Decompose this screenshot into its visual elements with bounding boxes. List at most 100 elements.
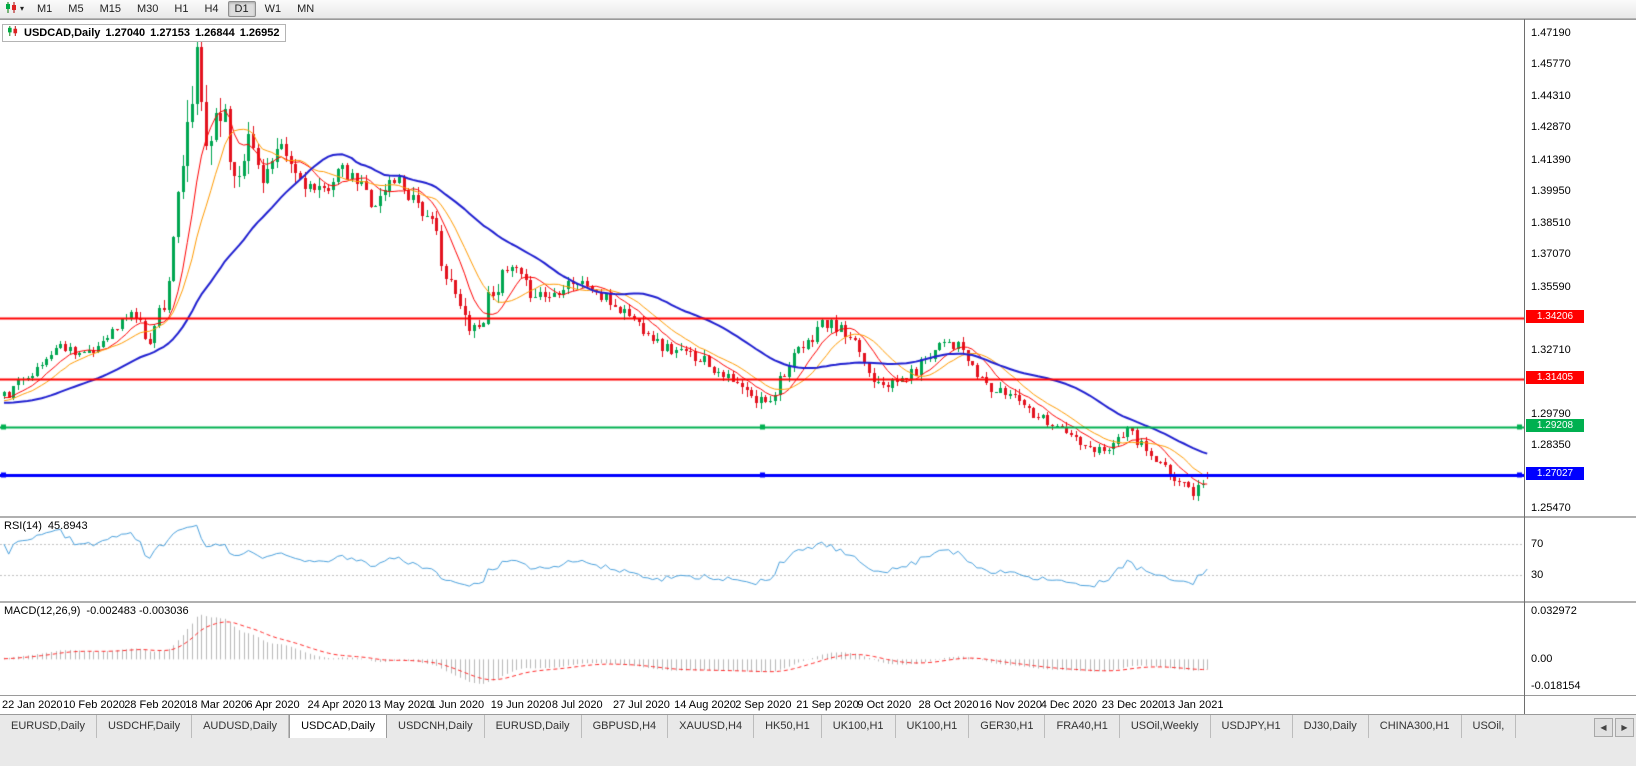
chart-tab-hk50-h1[interactable]: HK50,H1 [754, 715, 822, 738]
date-axis-label: 10 Feb 2020 [63, 699, 125, 711]
macd-chart-canvas[interactable] [0, 603, 1524, 695]
chart-window-icon [7, 26, 19, 39]
price-line-label: 1.27027 [1526, 466, 1584, 480]
timeframe-button-d1[interactable]: D1 [227, 1, 256, 17]
price-axis-tick: 1.35590 [1531, 280, 1571, 293]
price-line-label: 1.29208 [1526, 419, 1584, 433]
chart-tab-eurusd-daily[interactable]: EURUSD,Daily [484, 715, 582, 738]
date-axis-label: 8 Jul 2020 [551, 699, 603, 711]
main-chart-panel: USDCAD,Daily 1.27040 1.27153 1.26844 1.2… [0, 19, 1636, 517]
price-axis-tick: 1.47190 [1531, 27, 1571, 39]
ohlc-high: 1.27153 [150, 26, 190, 39]
chart-tab-ger30-h1[interactable]: GER30,H1 [969, 715, 1046, 738]
panel-splitter [0, 695, 1636, 696]
panel-splitter[interactable] [0, 601, 1636, 603]
price-axis-tick: 1.44310 [1531, 89, 1571, 102]
rsi-chart-canvas[interactable] [0, 518, 1524, 601]
macd-axis-label: 0.032972 [1531, 605, 1577, 617]
chart-title-box: USDCAD,Daily 1.27040 1.27153 1.26844 1.2… [2, 24, 287, 42]
date-axis-label: 13 May 2020 [368, 699, 433, 711]
macd-name: MACD(12,26,9) [4, 605, 81, 617]
timeframe-button-m5[interactable]: M5 [68, 3, 84, 15]
rsi-level-label: 30 [1531, 569, 1544, 582]
chart-tab-usdcad-daily[interactable]: USDCAD,Daily [289, 715, 388, 738]
timeframe-button-mn[interactable]: MN [297, 3, 315, 15]
chart-tab-fra40-h1[interactable]: FRA40,H1 [1045, 715, 1120, 738]
chart-tab-china300-h1[interactable]: CHINA300,H1 [1368, 715, 1462, 738]
chart-title: USDCAD,Daily [24, 26, 101, 39]
candlestick-chart-canvas[interactable] [0, 20, 1524, 517]
tabs-scroll-right-button[interactable]: ▶ [1615, 718, 1634, 737]
chart-tab-xauusd-h4[interactable]: XAUUSD,H4 [668, 715, 755, 738]
price-axis-tick: 1.32710 [1531, 343, 1571, 356]
chart-tab-usdcnh-daily[interactable]: USDCNH,Daily [387, 715, 485, 738]
timeframe-button-w1[interactable]: W1 [264, 3, 282, 15]
chart-type-dropdown[interactable]: ▾ [3, 1, 29, 18]
chart-tab-eurusd-daily[interactable]: EURUSD,Daily [0, 715, 97, 738]
rsi-value: 45.8943 [47, 520, 88, 532]
chart-tabs: EURUSD,Daily USDCHF,Daily AUDUSD,Daily USDC… [0, 715, 1596, 739]
date-axis-label: 28 Feb 2020 [124, 699, 186, 711]
chart-tab-usdchf-daily[interactable]: USDCHF,Daily [96, 715, 193, 738]
date-axis-label: 22 Jan 2020 [2, 699, 63, 711]
date-axis-label: 23 Dec 2020 [1101, 699, 1165, 711]
chart-tab-usoil-weekly[interactable]: USOil,Weekly [1119, 715, 1211, 738]
macd-axis-label: -0.018154 [1531, 680, 1581, 692]
price-axis-tick: 1.39950 [1531, 185, 1571, 198]
chart-tab-uk100-h1[interactable]: UK100,H1 [821, 715, 896, 738]
chart-tab-usoil-[interactable]: USOil, [1461, 715, 1517, 738]
date-axis-label: 19 Jun 2020 [490, 699, 552, 711]
dropdown-caret-icon: ▾ [20, 4, 25, 13]
date-axis-label: 6 Apr 2020 [246, 699, 300, 711]
price-axis-tick: 1.45770 [1531, 58, 1571, 71]
chart-tab-uk100-h1[interactable]: UK100,H1 [895, 715, 970, 738]
macd-label: MACD(12,26,9) -0.002483 -0.003036 [4, 605, 189, 617]
price-axis-tick: 1.38510 [1531, 216, 1571, 229]
rsi-level-label: 70 [1531, 537, 1544, 550]
timeframe-button-m1[interactable]: M1 [37, 3, 53, 15]
ohlc-low: 1.26844 [194, 26, 235, 39]
price-axis-tick: 1.25470 [1531, 502, 1571, 514]
panel-splitter[interactable] [0, 516, 1636, 518]
date-axis-label: 14 Aug 2020 [674, 699, 736, 711]
ohlc-open: 1.27040 [105, 26, 146, 39]
date-axis-label: 28 Oct 2020 [918, 699, 979, 711]
date-axis-label: 4 Dec 2020 [1040, 699, 1097, 711]
candlestick-chart-icon [5, 2, 18, 16]
macd-values: -0.002483 -0.003036 [86, 605, 189, 617]
price-axis-tick: 1.41390 [1531, 153, 1571, 166]
timeframe-button-m15[interactable]: M15 [99, 3, 121, 15]
date-axis-label: 21 Sep 2020 [796, 699, 859, 711]
macd-axis-label: 0.00 [1531, 653, 1553, 666]
date-axis-label: 27 Jul 2020 [613, 699, 670, 711]
chart-tab-bar: EURUSD,Daily USDCHF,Daily AUDUSD,Daily USDC… [0, 714, 1636, 766]
price-line-label: 1.34206 [1526, 309, 1584, 323]
date-axis-label: 13 Jan 2021 [1162, 699, 1224, 711]
price-line-label: 1.31405 [1526, 371, 1584, 385]
timeframe-buttons: M1 M5 M15 M30 H1 H4 D1 W1 MN [29, 1, 322, 17]
date-axis-label: 24 Apr 2020 [307, 699, 367, 711]
macd-panel: MACD(12,26,9) -0.002483 -0.003036 [0, 603, 1636, 695]
chart-tab-audusd-daily[interactable]: AUDUSD,Daily [192, 715, 290, 738]
price-axis-tick: 1.28350 [1531, 439, 1571, 452]
date-axis[interactable]: 22 Jan 2020 10 Feb 2020 28 Feb 2020 18 Mar … [0, 696, 1636, 714]
ohlc-close: 1.26952 [239, 26, 280, 39]
price-axis-tick: 1.37070 [1531, 248, 1571, 261]
date-axis-label: 18 Mar 2020 [185, 699, 248, 711]
chart-tab-usdjpy-h1[interactable]: USDJPY,H1 [1210, 715, 1293, 738]
date-axis-label: 9 Oct 2020 [857, 699, 912, 711]
tabs-scroll-left-button[interactable]: ◀ [1594, 718, 1613, 737]
date-axis-label: 16 Nov 2020 [979, 699, 1042, 711]
chart-tab-gbpusd-h4[interactable]: GBPUSD,H4 [581, 715, 669, 738]
timeframe-button-h1[interactable]: H1 [174, 3, 189, 15]
timeframe-button-m30[interactable]: M30 [136, 3, 159, 15]
price-axis-tick: 1.29790 [1531, 407, 1571, 420]
price-axis[interactable]: 1.47190 1.45770 1.44310 1.42870 1.41390 1.399… [1524, 19, 1636, 714]
chart-tab-dj30-daily[interactable]: DJ30,Daily [1292, 715, 1369, 738]
timeframe-button-h4[interactable]: H4 [204, 3, 219, 15]
date-axis-label: 1 Jun 2020 [429, 699, 485, 711]
price-axis-tick: 1.42870 [1531, 121, 1571, 134]
rsi-label: RSI(14) 45.8943 [4, 520, 88, 532]
timeframe-toolbar: ▾ M1 M5 M15 M30 H1 H4 D1 W1 MN [0, 0, 1636, 19]
tab-scroll-buttons: ◀ ▶ [1594, 718, 1634, 737]
